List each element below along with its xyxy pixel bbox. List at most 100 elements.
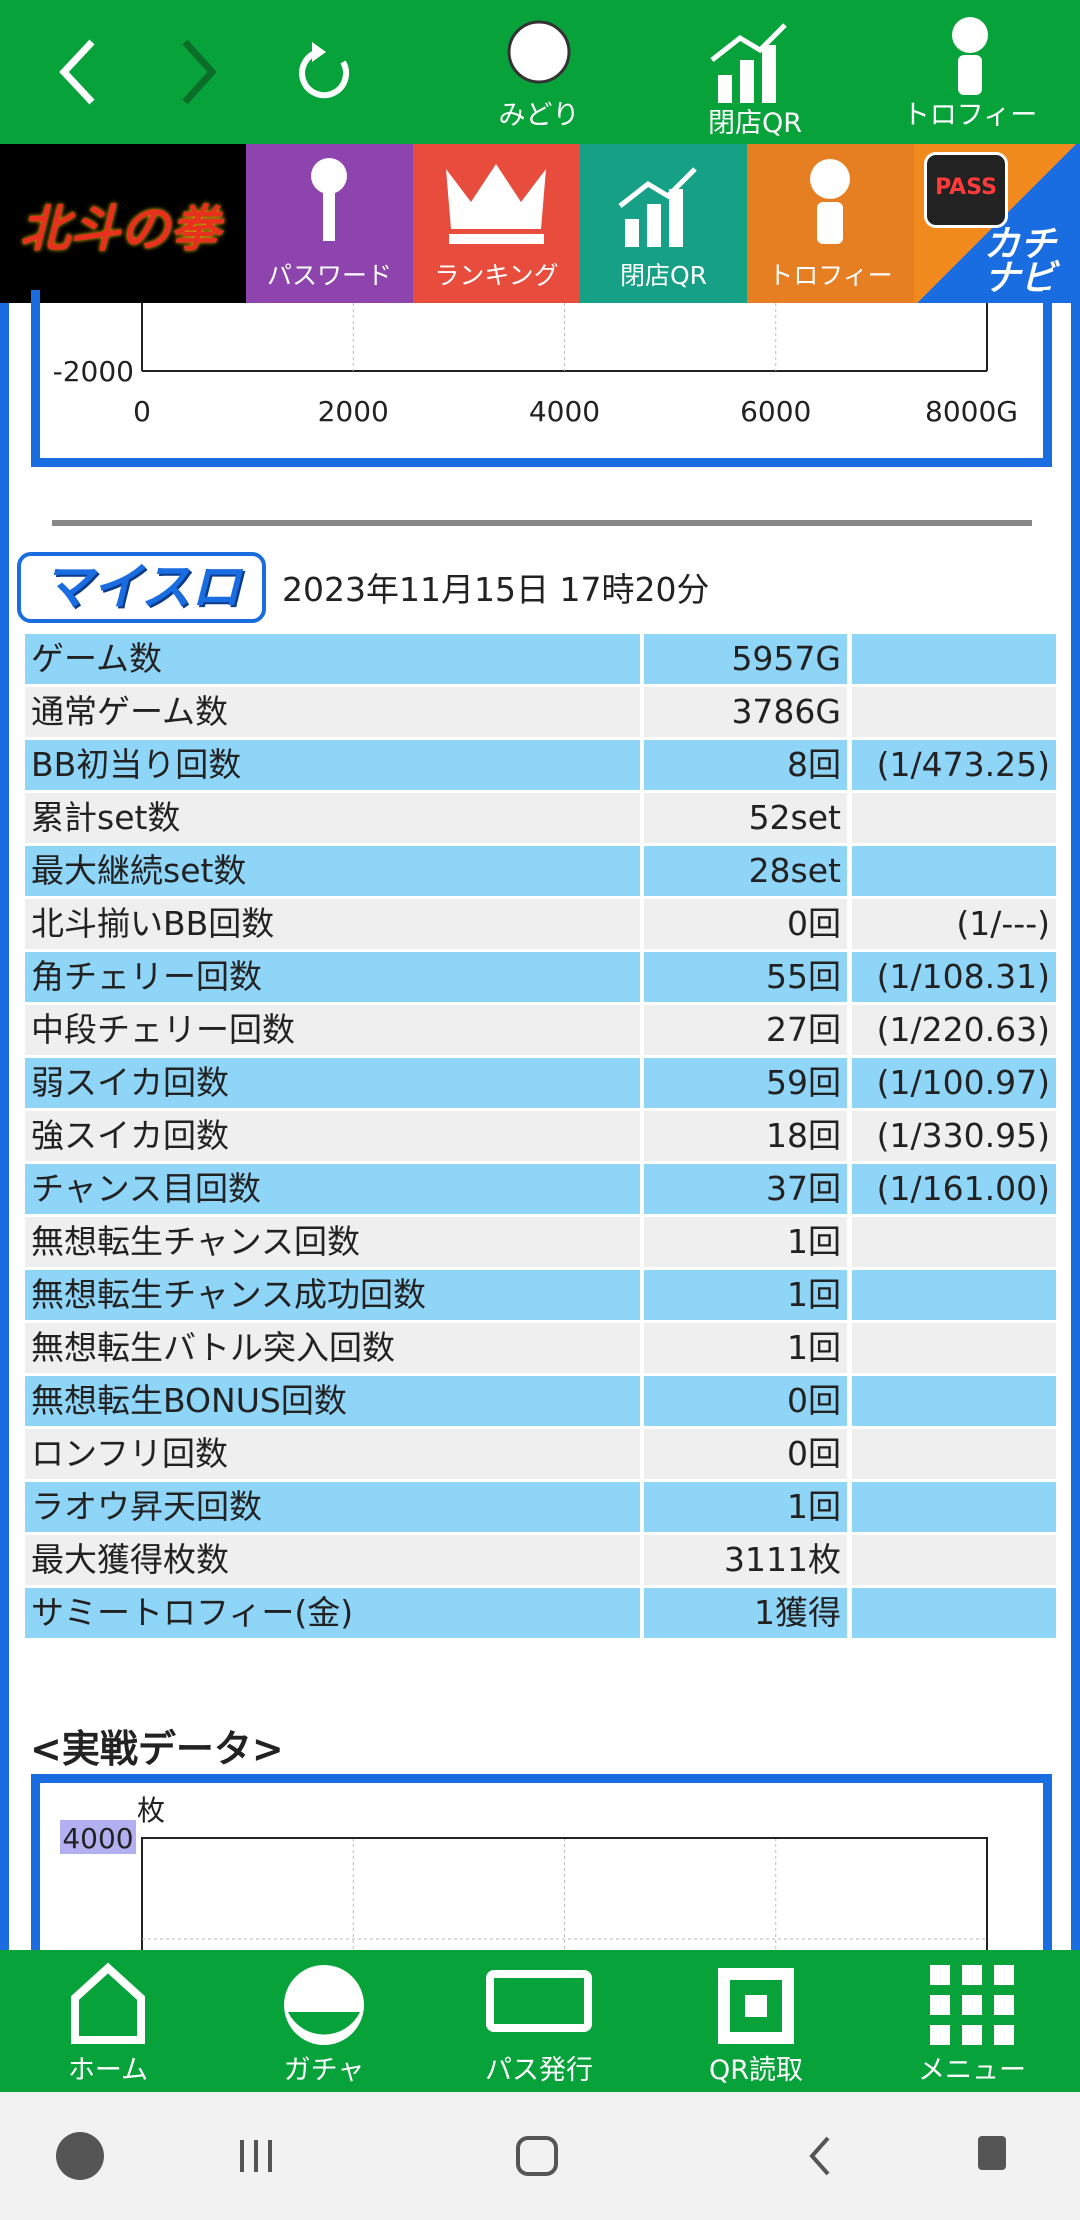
midori-icon[interactable]	[507, 20, 571, 84]
menu-item[interactable]: トロフィー	[747, 144, 914, 303]
cell-text: 1回	[787, 1275, 841, 1314]
cell-text: 1回	[787, 1222, 841, 1261]
refresh[interactable]	[299, 49, 350, 99]
record-date: 2023年11月15日 17時20分	[282, 570, 710, 609]
table-cell: (1/---)	[852, 899, 1056, 949]
recents[interactable]	[240, 2140, 272, 2172]
qr-icon[interactable]	[710, 23, 787, 103]
cell-text: 無想転生BONUS回数	[31, 1381, 347, 1420]
cell-text: (1/330.95)	[876, 1116, 1050, 1155]
table-cell: ゲーム数	[25, 634, 640, 684]
cell-text: サミートロフィー(金)	[31, 1593, 354, 1632]
table-cell	[852, 1535, 1056, 1585]
table-cell: 無想転生BONUS回数	[25, 1376, 640, 1426]
back[interactable]	[59, 39, 95, 105]
logo-text: 北斗の拳	[20, 200, 220, 258]
nav-label[interactable]: ガチャ	[283, 2055, 365, 2086]
nav-label[interactable]: トロフィー	[902, 100, 1038, 131]
menu-item[interactable]: パスワード	[246, 144, 413, 303]
home-button[interactable]	[516, 2136, 558, 2176]
back-button[interactable]	[809, 2136, 830, 2176]
content-border	[0, 303, 1080, 1950]
table-cell: (1/100.97)	[852, 1058, 1056, 1108]
nav-label[interactable]: みどり	[498, 100, 580, 131]
nav-label[interactable]: メニュー	[918, 2055, 1026, 2086]
gacha-icon[interactable]	[284, 1965, 364, 2045]
menu-label: 閉店QR	[619, 261, 708, 290]
system-nav	[0, 2092, 1080, 2220]
game-button[interactable]	[56, 2132, 104, 2180]
push-icon[interactable]	[486, 1970, 592, 2032]
table-cell: BB初当り回数	[25, 740, 640, 790]
nav-label[interactable]: ホーム	[67, 2055, 149, 2086]
table-cell: (1/330.95)	[852, 1111, 1056, 1161]
cell-text: 52set	[748, 798, 841, 837]
table-cell: 最大継続set数	[25, 846, 640, 896]
table-cell: 28set	[644, 846, 847, 896]
cell-text: 3111枚	[724, 1540, 841, 1579]
x-tick-label: 2000	[318, 395, 389, 428]
cell-text: (1/100.97)	[876, 1063, 1050, 1102]
cell-text: ゲーム数	[31, 639, 163, 678]
table-cell: 37回	[644, 1164, 847, 1214]
tick-highlight	[60, 1820, 136, 1854]
nav-label[interactable]: パス発行	[485, 2055, 593, 2086]
cell-text: 累計set数	[31, 798, 181, 837]
nav-label[interactable]: 閉店QR	[707, 108, 802, 139]
trophy-icon[interactable]	[952, 17, 988, 95]
y-tick-label: 4000	[62, 1822, 133, 1855]
cell-text: 弱スイカ回数	[31, 1063, 229, 1102]
table-cell: 1回	[644, 1270, 847, 1320]
table-cell: 0回	[644, 1429, 847, 1479]
x-tick-label: 8000G	[925, 395, 1018, 428]
cell-text: 無想転生チャンス成功回数	[31, 1275, 427, 1314]
cell-text: 5957G	[731, 639, 841, 678]
table-cell: 中段チェリー回数	[25, 1005, 640, 1055]
x-tick-label: 0	[133, 395, 151, 428]
cell-text: 59回	[766, 1063, 841, 1102]
kachinavi[interactable]: PASS カチナビ	[914, 144, 1080, 303]
forward[interactable]	[182, 39, 217, 105]
table-cell: 3111枚	[644, 1535, 847, 1585]
cell-text: 55回	[766, 957, 841, 996]
menu-item[interactable]: 閉店QR	[580, 144, 747, 303]
table-cell: 0回	[644, 899, 847, 949]
table-cell: 18回	[644, 1111, 847, 1161]
cell-text: 角チェリー回数	[31, 957, 262, 996]
cell-text: 0回	[787, 1381, 841, 1420]
cell-text: 1回	[787, 1487, 841, 1526]
x-tick-label: 6000	[740, 395, 811, 428]
unit-label: 枚	[137, 1794, 165, 1827]
trophy-icon	[810, 159, 850, 244]
top-chart: -2000 0 2000 4000 6000 8000G	[53, 303, 1018, 428]
table-cell: (1/473.25)	[852, 740, 1056, 790]
table-cell	[852, 687, 1056, 737]
table-cell: 1回	[644, 1323, 847, 1373]
cell-text: (1/473.25)	[876, 745, 1050, 784]
cell-text: 強スイカ回数	[31, 1116, 229, 1155]
qr-read-icon[interactable]	[718, 1968, 794, 2044]
crown-icon	[446, 164, 546, 244]
table-cell	[852, 846, 1056, 896]
table-cell: 27回	[644, 1005, 847, 1055]
assist-button[interactable]	[978, 2136, 1006, 2170]
cell-text: 無想転生チャンス回数	[31, 1222, 361, 1261]
menu-item[interactable]: ランキング	[413, 144, 580, 303]
table-cell: 角チェリー回数	[25, 952, 640, 1002]
table-cell	[852, 1588, 1056, 1638]
brand: カチナビ	[984, 224, 1057, 299]
table-cell: 55回	[644, 952, 847, 1002]
cell-text: (1/161.00)	[876, 1169, 1050, 1208]
menu-icon[interactable]	[930, 1965, 1014, 2045]
divider	[52, 520, 1032, 526]
battle-chart-box	[31, 1774, 1052, 1974]
cell-text: 8回	[787, 745, 841, 784]
logo[interactable]: 北斗の拳	[0, 144, 246, 303]
nav-label[interactable]: QR読取	[708, 2055, 803, 2086]
table-cell: ラオウ昇天回数	[25, 1482, 640, 1532]
home-icon[interactable]	[71, 1962, 145, 2044]
table-cell: (1/161.00)	[852, 1164, 1056, 1214]
cell-text: 37回	[766, 1169, 841, 1208]
table-cell: 8回	[644, 740, 847, 790]
